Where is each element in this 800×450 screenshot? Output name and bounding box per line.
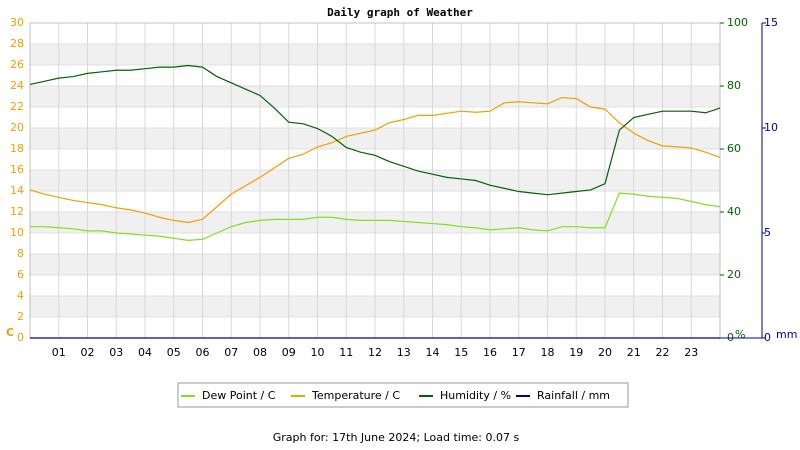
x-tick-label: 19 bbox=[569, 346, 583, 359]
y3-unit: mm bbox=[776, 328, 797, 341]
y-tick-label: 16 bbox=[10, 163, 24, 176]
x-tick-label: 13 bbox=[397, 346, 411, 359]
x-tick-label: 06 bbox=[196, 346, 210, 359]
x-tick-label: 01 bbox=[52, 346, 66, 359]
y3-tick-label: 5 bbox=[764, 226, 771, 239]
legend-box bbox=[177, 382, 629, 408]
y-tick-label: 4 bbox=[17, 289, 24, 302]
x-tick-label: 03 bbox=[109, 346, 123, 359]
y-tick-label: 2 bbox=[17, 310, 24, 323]
y-tick-label: 8 bbox=[17, 247, 24, 260]
x-tick-label: 09 bbox=[282, 346, 296, 359]
series-line bbox=[30, 192, 721, 241]
x-tick-label: 10 bbox=[311, 346, 325, 359]
x-tick-label: 05 bbox=[167, 346, 181, 359]
y-tick-label: 6 bbox=[17, 268, 24, 281]
x-tick-label: 17 bbox=[512, 346, 526, 359]
y-tick-label: 0 bbox=[17, 331, 24, 344]
y2-tick-label: 100 bbox=[727, 16, 748, 29]
legend-label: Rainfall / mm bbox=[537, 389, 610, 402]
x-tick-label: 15 bbox=[454, 346, 468, 359]
x-tick-label: 20 bbox=[598, 346, 612, 359]
legend-label: Temperature / C bbox=[311, 389, 400, 402]
x-tick-label: 02 bbox=[81, 346, 95, 359]
y-tick-label: 22 bbox=[10, 100, 24, 113]
legend-label: Dew Point / C bbox=[202, 389, 276, 402]
x-tick-label: 08 bbox=[253, 346, 267, 359]
series-line bbox=[29, 96, 721, 224]
footer: Graph for: 17th June 2024; Load time: 0.… bbox=[273, 431, 520, 444]
x-tick-label: 07 bbox=[224, 346, 238, 359]
y3-tick-label: 10 bbox=[764, 121, 778, 134]
y-tick-label: 24 bbox=[10, 79, 24, 92]
x-tick-label: 23 bbox=[684, 346, 698, 359]
y-unit: C bbox=[6, 326, 14, 339]
y-tick-label: 10 bbox=[10, 226, 24, 239]
x-tick-label: 04 bbox=[138, 346, 152, 359]
y-tick-label: 18 bbox=[10, 142, 24, 155]
y-tick-label: 30 bbox=[10, 16, 24, 29]
y-tick-label: 28 bbox=[10, 37, 24, 50]
y-tick-label: 12 bbox=[10, 205, 24, 218]
x-tick-label: 22 bbox=[656, 346, 670, 359]
y3-tick-label: 15 bbox=[764, 16, 778, 29]
y2-tick-label: 60 bbox=[727, 142, 741, 155]
y2-unit: % bbox=[735, 328, 745, 341]
y2-tick-label: 40 bbox=[727, 205, 741, 218]
y-tick-label: 14 bbox=[10, 184, 24, 197]
y2-tick-label: 80 bbox=[727, 79, 741, 92]
y3-tick-label: 0 bbox=[764, 331, 771, 344]
chart-title: Daily graph of Weather bbox=[327, 6, 473, 19]
x-tick-label: 18 bbox=[541, 346, 555, 359]
y-tick-label: 20 bbox=[10, 121, 24, 134]
x-tick-label: 11 bbox=[339, 346, 353, 359]
y-tick-label: 26 bbox=[10, 58, 24, 71]
legend-label: Humidity / % bbox=[440, 389, 511, 402]
x-tick-label: 21 bbox=[627, 346, 641, 359]
x-tick-label: 16 bbox=[483, 346, 497, 359]
y2-tick-label: 20 bbox=[727, 268, 741, 281]
x-tick-label: 14 bbox=[426, 346, 440, 359]
x-tick-label: 12 bbox=[368, 346, 382, 359]
series-line bbox=[29, 64, 721, 196]
